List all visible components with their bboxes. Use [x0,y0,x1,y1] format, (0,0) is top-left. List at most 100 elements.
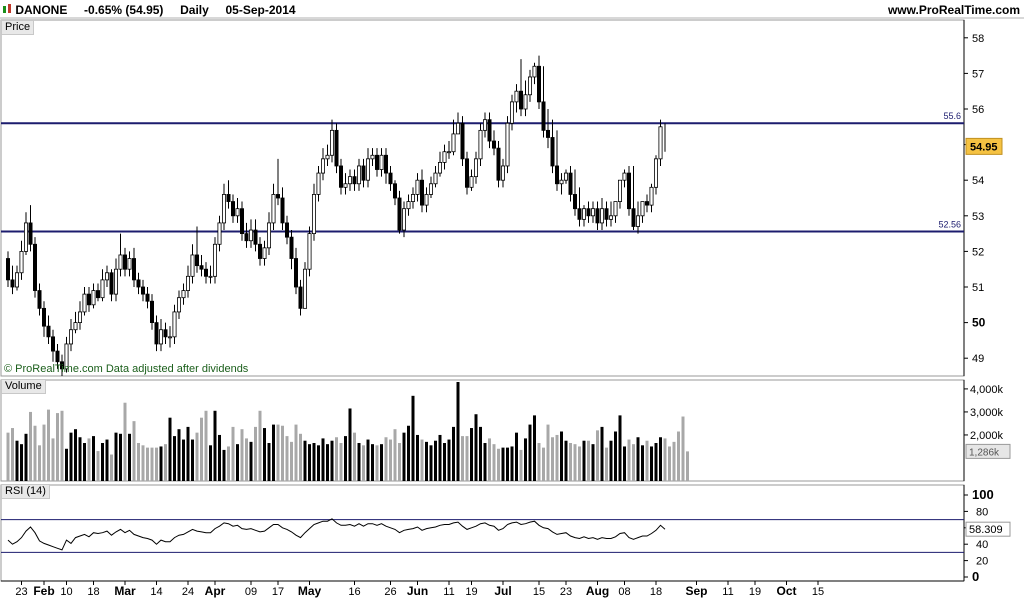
candle-body[interactable] [64,343,69,370]
volume-bar[interactable] [299,433,302,481]
volume-bar[interactable] [186,426,190,481]
volume-bar[interactable] [371,444,374,481]
volume-bar[interactable] [402,432,406,481]
candle-body[interactable] [379,154,384,170]
candle-body[interactable] [334,129,339,167]
candle-body[interactable] [176,297,181,313]
volume-bar[interactable] [38,445,41,481]
volume-bar[interactable] [317,445,320,481]
candle-body[interactable] [640,201,645,217]
site-label[interactable]: www.ProRealTime.com [887,3,1020,17]
volume-bar[interactable] [276,424,280,481]
volume-bar[interactable] [425,441,428,481]
volume-bar[interactable] [614,431,617,482]
volume-bar[interactable] [285,436,289,481]
volume-bar[interactable] [173,436,176,481]
candle-body[interactable] [455,122,460,135]
rsi-line[interactable] [7,518,666,551]
candle-body[interactable] [10,279,15,288]
volume-bar[interactable] [537,443,541,481]
volume-bar[interactable] [389,439,392,481]
candle-body[interactable] [181,290,186,299]
candle-body[interactable] [149,300,154,323]
volume-bar[interactable] [375,445,379,481]
volume-bar[interactable] [200,417,203,481]
candle-body[interactable] [370,154,375,160]
candle-body[interactable] [401,208,406,231]
candle-body[interactable] [226,194,231,202]
candle-body[interactable] [433,172,438,185]
candle-body[interactable] [217,222,222,245]
volume-bar[interactable] [56,413,59,481]
volume-bar[interactable] [605,447,608,481]
volume-bar[interactable] [479,426,482,481]
candle-body[interactable] [559,179,564,185]
volume-bar[interactable] [542,447,545,481]
candle-body[interactable] [69,329,74,345]
volume-bar[interactable] [227,446,230,481]
volume-bar[interactable] [114,432,118,481]
candle-body[interactable] [244,233,249,242]
volume-bar[interactable] [344,436,347,481]
volume-bar[interactable] [578,446,581,481]
candle-body[interactable] [82,293,87,313]
candle-body[interactable] [262,247,267,259]
volume-bar[interactable] [470,428,473,481]
volume-bar[interactable] [357,443,361,481]
volume-bar[interactable] [591,444,595,481]
volume-bar[interactable] [483,443,487,481]
candle-body[interactable] [519,90,524,110]
candle-body[interactable] [487,119,492,142]
candle-body[interactable] [582,208,587,220]
volume-bar[interactable] [92,436,95,481]
candle-body[interactable] [6,258,11,281]
candle-body[interactable] [446,151,451,154]
candle-body[interactable] [361,165,366,181]
volume-bar[interactable] [83,443,86,481]
candle-body[interactable] [541,101,546,131]
candle-body[interactable] [347,176,352,185]
candle-body[interactable] [78,311,83,324]
volume-bar[interactable] [465,436,469,481]
volume-bar[interactable] [168,417,172,481]
candle-body[interactable] [343,183,348,188]
volume-bar[interactable] [686,451,689,481]
volume-bar[interactable] [326,444,329,481]
volume-bar[interactable] [150,447,154,481]
candle-body[interactable] [163,329,168,338]
candle-body[interactable] [627,172,632,210]
candle-body[interactable] [293,258,298,288]
volume-bar[interactable] [218,434,221,481]
candle-body[interactable] [302,268,307,309]
candle-body[interactable] [496,147,501,181]
candle-body[interactable] [55,350,60,363]
volume-bar[interactable] [627,439,631,481]
volume-bar[interactable] [204,410,208,481]
volume-bar[interactable] [659,437,662,481]
candle-body[interactable] [118,254,123,270]
volume-bar[interactable] [492,444,496,481]
volume-bar[interactable] [587,440,590,481]
rsi-panel-label[interactable]: RSI (14) [1,484,50,499]
candle-body[interactable] [437,161,442,174]
candle-body[interactable] [123,254,128,270]
volume-bar[interactable] [330,440,334,481]
candle-body[interactable] [14,272,19,288]
volume-bar[interactable] [74,429,77,481]
candle-body[interactable] [325,154,330,160]
volume-bar[interactable] [623,446,626,481]
volume-bar[interactable] [267,443,271,481]
volume-bar[interactable] [434,440,437,481]
candle-body[interactable] [190,254,195,277]
volume-bar[interactable] [497,448,500,481]
volume-bar[interactable] [272,424,275,481]
candle-body[interactable] [33,243,38,291]
candle-body[interactable] [415,179,420,195]
volume-bar[interactable] [249,441,253,481]
candle-body[interactable] [185,275,190,291]
volume-bar[interactable] [411,395,415,481]
volume-bar[interactable] [231,426,235,481]
volume-bar[interactable] [506,447,509,481]
volume-bar[interactable] [474,414,478,481]
volume-bar[interactable] [551,437,554,481]
